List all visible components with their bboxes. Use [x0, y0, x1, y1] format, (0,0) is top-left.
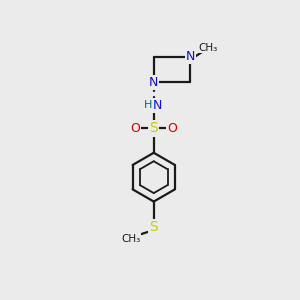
Text: O: O	[167, 122, 177, 135]
Text: H: H	[144, 100, 152, 110]
Text: CH₃: CH₃	[199, 43, 218, 52]
Text: S: S	[149, 220, 158, 234]
Text: S: S	[149, 122, 158, 135]
Text: N: N	[186, 50, 195, 63]
Text: N: N	[149, 76, 158, 89]
Text: O: O	[130, 122, 140, 135]
Text: CH₃: CH₃	[121, 234, 140, 244]
Text: N: N	[153, 99, 162, 112]
